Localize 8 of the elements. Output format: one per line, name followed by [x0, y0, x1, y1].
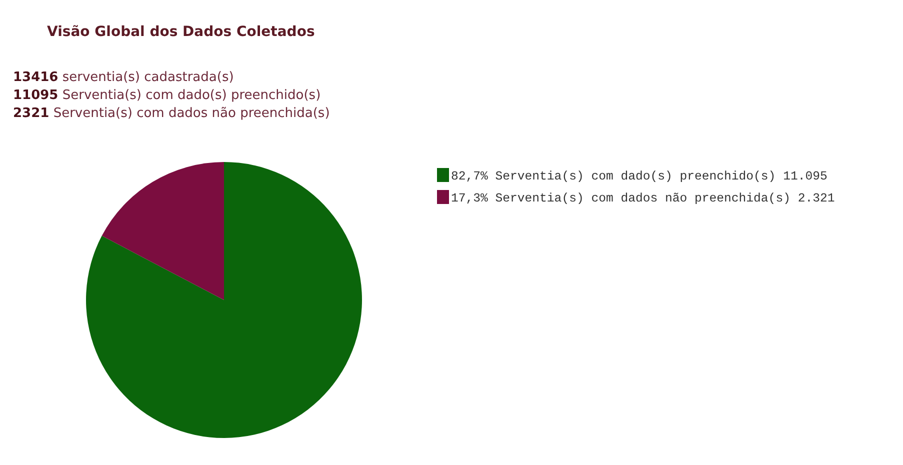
- text: 2321 Serventia(s) com dados não preenchida(s): [13, 106, 330, 121]
- pie-slice: [102, 162, 224, 300]
- legend-label: 17,3% Serventia(s) com dados não preenchida(s) 2.321: [451, 192, 835, 206]
- legend-label: 82,7% Serventia(s) com dado(s) preenchido(s) 11.095: [451, 170, 828, 184]
- text: 11095 Serventia(s) com dado(s) preenchido(s): [13, 88, 321, 103]
- pie-slice: [86, 162, 362, 438]
- chart-title: Visão Global dos Dados Coletados: [47, 24, 315, 40]
- text: 13416 serventia(s) cadastrada(s): [13, 70, 234, 85]
